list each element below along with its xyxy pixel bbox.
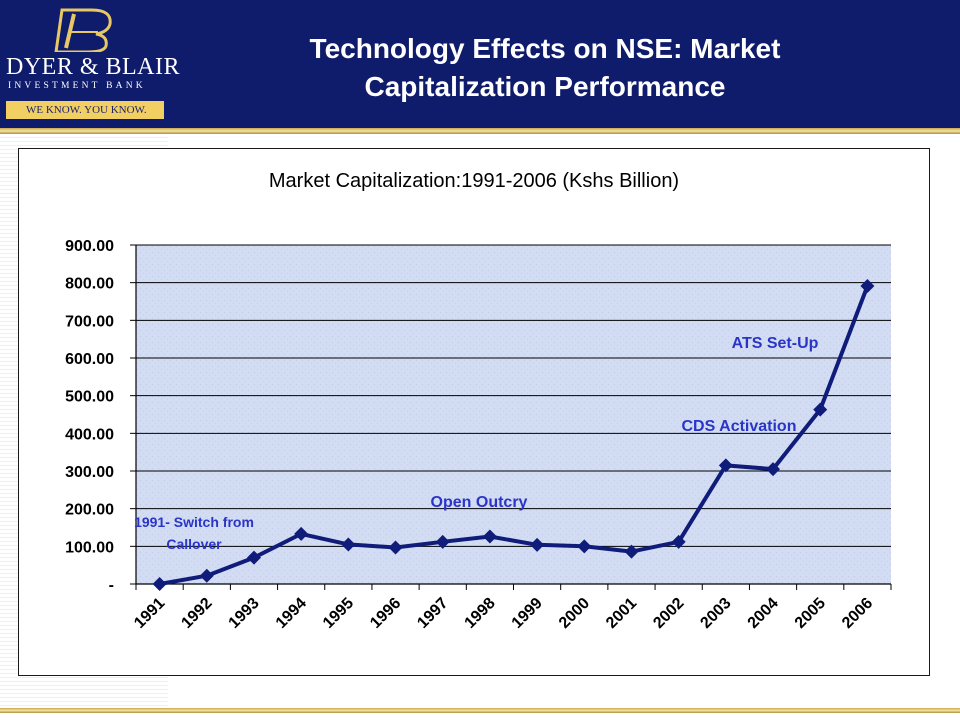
y-tick-label: 800.00: [65, 276, 114, 293]
x-tick-label: 2002: [650, 595, 687, 632]
footer-gold-rule: [0, 708, 960, 713]
logo: DYER & BLAIR INVESTMENT BANK WE KNOW. YO…: [0, 0, 180, 128]
x-axis-ticks: 1991 1992 1993 1994 1995 1996 1997 1998 1999 2000…: [131, 584, 892, 632]
y-axis-ticks: - 100.00 200.00 300.00 400.00 500.00 600.00 700…: [65, 238, 136, 594]
y-tick-label: 300.00: [65, 464, 114, 481]
x-tick-label: 1999: [509, 595, 546, 632]
data-point-marker: [860, 279, 875, 294]
x-tick-label: 1994: [273, 595, 310, 632]
data-point-marker: [766, 462, 781, 477]
annotation-label: Callover: [166, 536, 222, 552]
annotation-label: ATS Set-Up: [732, 335, 819, 352]
data-point-marker: [246, 550, 261, 565]
market-cap-chart: - 100.00 200.00 300.00 400.00 500.00 600.00 700…: [65, 170, 892, 632]
plot-area: [136, 245, 891, 584]
data-point-marker: [199, 568, 214, 583]
data-point-marker: [294, 526, 309, 541]
slide-title: Technology Effects on NSE: Market Capita…: [200, 30, 890, 106]
logo-subtitle: INVESTMENT BANK: [8, 81, 146, 91]
x-tick-label: 2000: [556, 595, 593, 632]
x-tick-label: 1991: [131, 595, 168, 632]
y-tick-label: 400.00: [65, 426, 114, 443]
data-point-marker: [671, 534, 686, 549]
chart-frame: - 100.00 200.00 300.00 400.00 500.00 600.00 700…: [18, 148, 930, 676]
x-tick-label: 1998: [462, 595, 499, 632]
annotation-label: Open Outcry: [431, 494, 528, 511]
logo-name: DYER & BLAIR: [6, 54, 180, 80]
data-point-marker: [388, 540, 403, 555]
y-tick-label: 500.00: [65, 389, 114, 406]
x-tick-label: 2001: [603, 595, 640, 632]
data-point-marker: [435, 534, 450, 549]
slide-title-line-2: Capitalization Performance: [364, 71, 726, 102]
y-tick-label: -: [109, 577, 114, 594]
y-tick-label: 100.00: [65, 539, 114, 556]
chart-title: Market Capitalization:1991-2006 (Kshs Bi…: [269, 170, 679, 192]
chart-annotations: 1991- Switch from Callover Open Outcry CDS …: [134, 335, 819, 552]
x-tick-label: 2004: [745, 595, 782, 632]
annotation-label: CDS Activation: [682, 418, 797, 435]
x-tick-label: 2005: [792, 595, 829, 632]
annotation-label: 1991- Switch from: [134, 514, 254, 530]
series-markers: [152, 279, 875, 591]
logo-tagline: WE KNOW. YOU KNOW.: [6, 101, 164, 119]
series-line: [159, 285, 870, 586]
data-point-marker: [718, 458, 733, 473]
x-tick-label: 2006: [839, 595, 876, 632]
x-tick-label: 1993: [226, 595, 263, 632]
data-point-marker: [624, 544, 639, 559]
x-tick-label: 2003: [697, 595, 734, 632]
data-point-marker: [813, 402, 828, 417]
x-tick-label: 1995: [320, 595, 357, 632]
y-tick-label: 900.00: [65, 238, 114, 255]
header-gold-rule: [0, 128, 960, 134]
y-tick-label: 700.00: [65, 313, 114, 330]
x-tick-label: 1996: [367, 595, 404, 632]
gridlines: [136, 244, 891, 547]
data-point-marker: [577, 539, 592, 554]
x-tick-label: 1992: [178, 595, 215, 632]
data-point-marker: [530, 537, 545, 552]
y-tick-label: 200.00: [65, 502, 114, 519]
data-point-marker: [341, 537, 356, 552]
x-tick-label: 1997: [414, 595, 451, 632]
slide-title-line-1: Technology Effects on NSE: Market: [309, 33, 781, 64]
y-tick-label: 600.00: [65, 351, 114, 368]
logo-monogram-icon: [54, 8, 112, 52]
data-point-marker: [482, 529, 497, 544]
data-point-marker: [152, 577, 167, 591]
